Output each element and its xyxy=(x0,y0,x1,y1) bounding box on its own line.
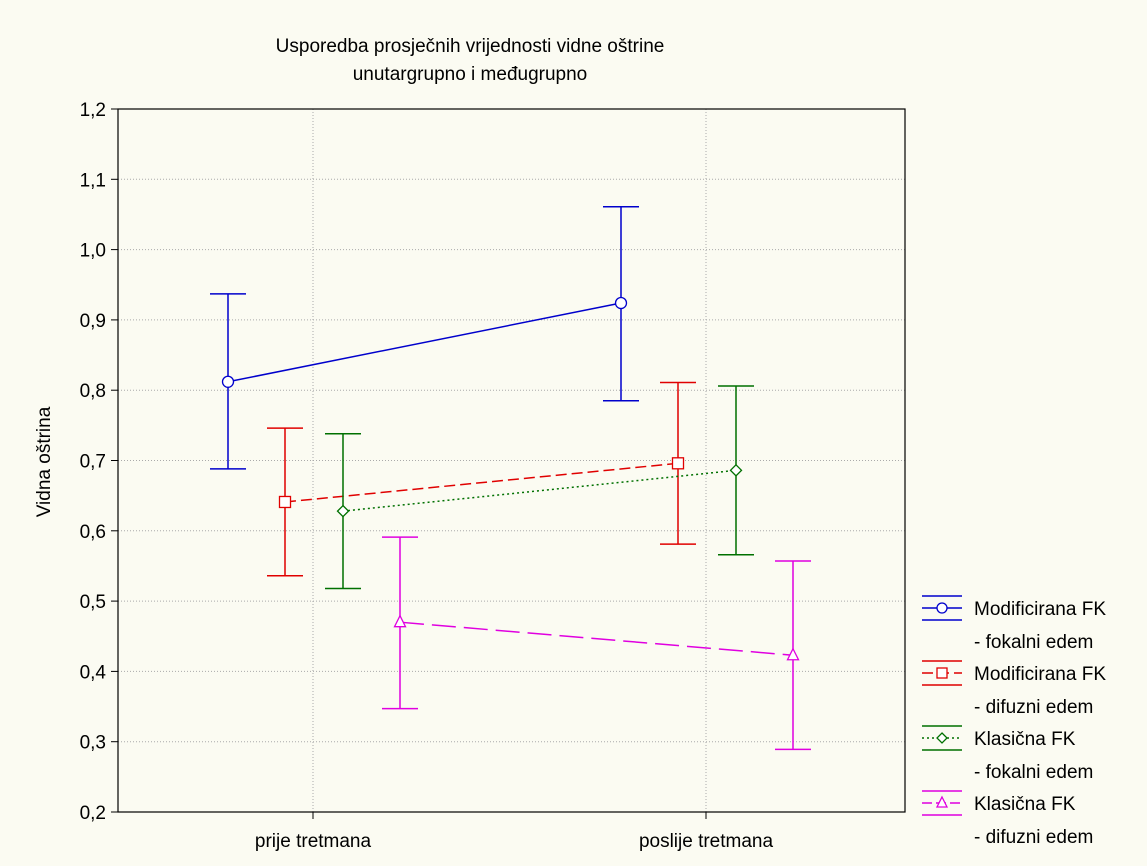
series-2 xyxy=(267,381,696,577)
legend-label: Modificirana FK xyxy=(974,599,1106,620)
legend: Modificirana FK- fokalni edemModificiran… xyxy=(922,595,1106,848)
series-line xyxy=(284,462,679,503)
x-axis: prije tretmana poslije tretmana xyxy=(255,812,774,852)
y-tick-label: 1,0 xyxy=(80,241,106,262)
marker-diamond xyxy=(336,504,350,518)
y-tick-label: 0,5 xyxy=(80,592,106,613)
marker-circle xyxy=(936,602,948,614)
series-line xyxy=(227,302,622,383)
marker-circle xyxy=(614,296,628,310)
legend-entry-4: Klasična FK - difuzni edem xyxy=(922,790,1093,848)
legend-label-sub: - difuzni edem xyxy=(974,827,1093,848)
marker-square xyxy=(936,667,948,679)
y-axis: 0,2 0,3 0,4 0,5 0,6 0,7 0,8 0,9 1,0 1,1 1,2 xyxy=(80,100,118,824)
series-line xyxy=(399,621,794,656)
legend-label: Klasična FK xyxy=(974,794,1076,815)
series-3 xyxy=(325,385,754,590)
chart-title-line-2: unutargrupno i međugrupno xyxy=(353,64,588,85)
y-tick-label: 0,3 xyxy=(80,733,106,754)
legend-entry-1: Modificirana FK - fokalni edem xyxy=(922,595,1106,653)
y-tick-label: 0,9 xyxy=(80,311,106,332)
y-tick-label: 0,7 xyxy=(80,452,106,473)
marker-triangle xyxy=(786,647,800,661)
marker-circle xyxy=(221,375,235,388)
legend-label-sub: - fokalni edem xyxy=(974,762,1093,783)
grid xyxy=(118,109,905,812)
series-1 xyxy=(210,205,639,470)
x-tick-label: poslije tretmana xyxy=(639,831,774,852)
marker-square xyxy=(278,495,292,509)
y-tick-label: 0,2 xyxy=(80,803,106,824)
series-4 xyxy=(382,536,811,751)
legend-label: Modificirana FK xyxy=(974,664,1106,685)
y-tick-label: 0,6 xyxy=(80,522,106,543)
legend-label: Klasična FK xyxy=(974,729,1076,750)
x-tick-label: prije tretmana xyxy=(255,831,372,852)
marker-diamond xyxy=(936,732,948,744)
y-tick-label: 1,2 xyxy=(80,100,106,121)
y-tick-label: 1,1 xyxy=(80,170,106,191)
series-line xyxy=(342,469,737,512)
y-axis-label: Vidna oštrina xyxy=(34,406,55,517)
marker-diamond xyxy=(729,463,743,477)
legend-label-sub: - fokalni edem xyxy=(974,632,1093,653)
marker-triangle xyxy=(393,614,407,628)
marker-square xyxy=(671,457,685,470)
legend-label-sub: - difuzni edem xyxy=(974,697,1093,718)
legend-entry-2: Modificirana FK - difuzni edem xyxy=(922,660,1106,718)
legend-entry-3: Klasična FK - fokalni edem xyxy=(922,725,1093,783)
series-group xyxy=(210,205,811,751)
chart-title-line-1: Usporedba prosječnih vrijednosti vidne o… xyxy=(276,36,665,57)
marker-triangle xyxy=(935,795,949,808)
y-tick-label: 0,4 xyxy=(80,662,107,683)
y-tick-label: 0,8 xyxy=(80,381,106,402)
